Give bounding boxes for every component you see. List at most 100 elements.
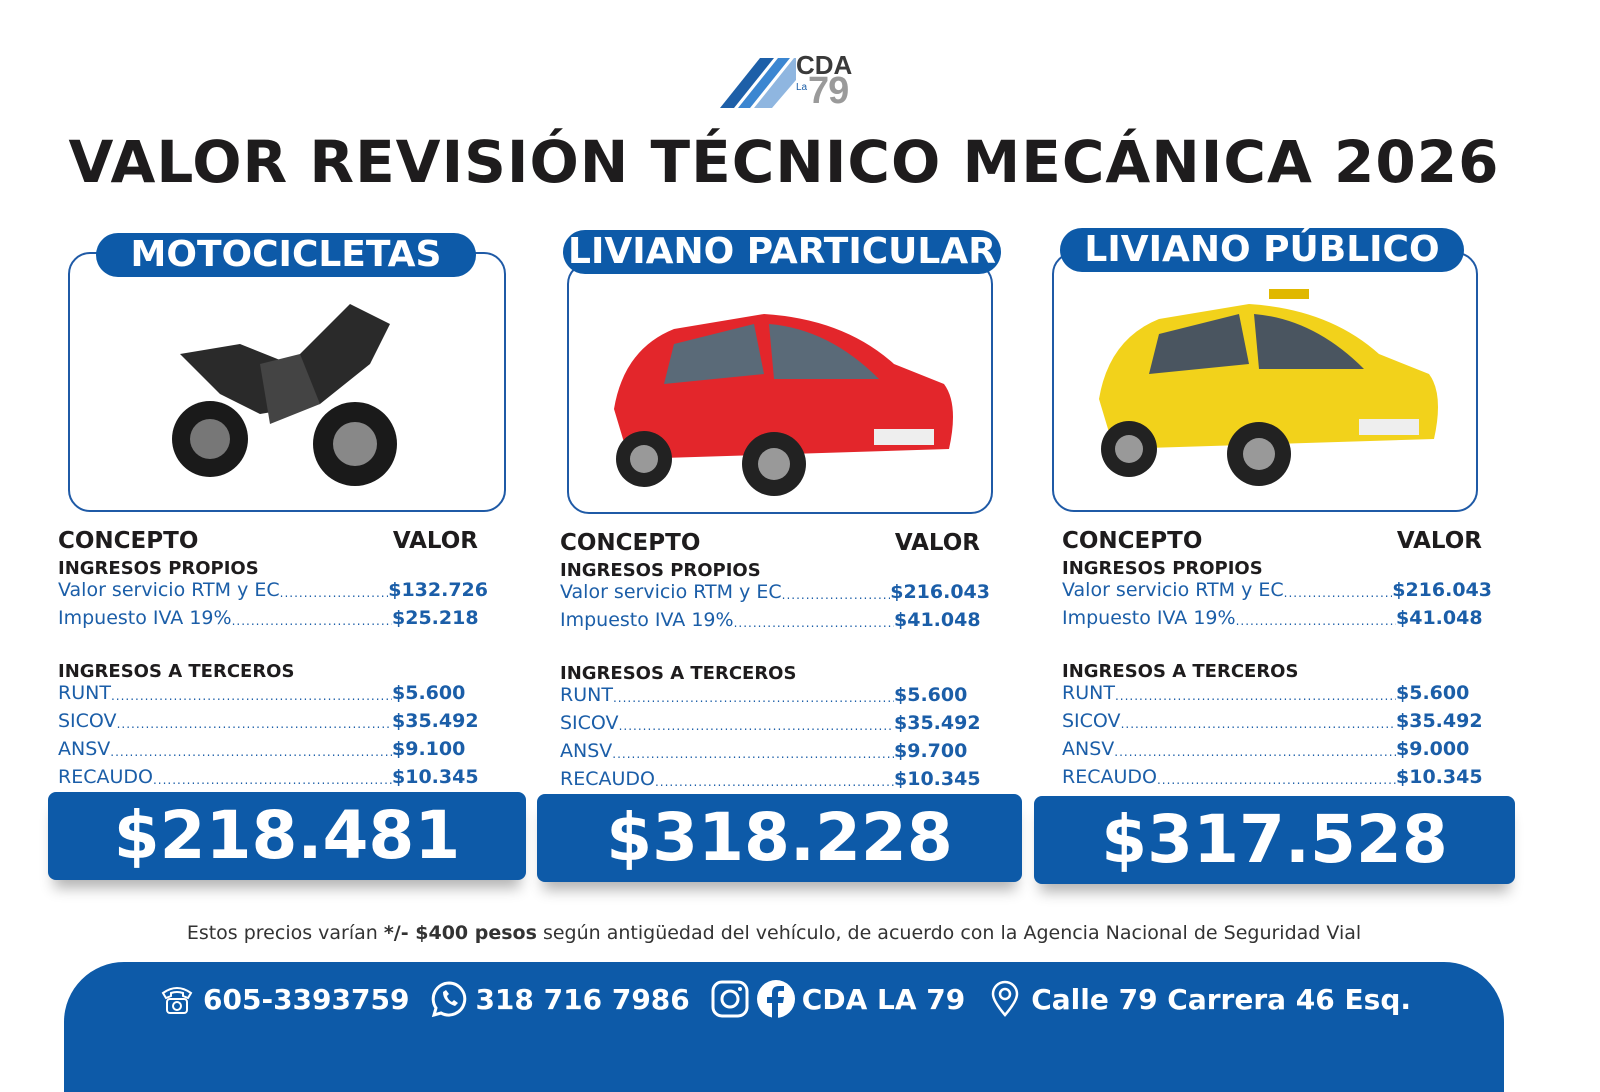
total-price: $318.228	[537, 794, 1022, 882]
category-title: LIVIANO PARTICULAR	[563, 230, 1001, 274]
row-label: ANSV	[1062, 738, 1115, 760]
location-pin-icon	[991, 980, 1019, 1017]
note-text-end: según antigüedad del vehículo, de acuerd…	[536, 922, 1362, 944]
price-table: CONCEPTO VALOR INGRESOS PROPIOS Valor servi…	[58, 528, 488, 794]
price-row: RUNT $5.600	[1062, 682, 1492, 710]
leader-dots	[280, 579, 389, 607]
table-header: CONCEPTO VALOR	[560, 530, 990, 556]
price-row: RUNT $5.600	[58, 682, 488, 710]
leader-dots	[110, 738, 392, 766]
category-title: MOTOCICLETAS	[96, 233, 476, 277]
row-label: Valor servicio RTM y EC	[1062, 579, 1284, 601]
contact-footer: 605-3393759 318 716 7986 CDA LA 79 Calle…	[64, 962, 1504, 1092]
leader-dots	[1115, 682, 1396, 710]
price-row: ANSV $9.100	[58, 738, 488, 766]
price-row: RECAUDO $10.345	[560, 768, 990, 796]
row-label: ANSV	[58, 738, 111, 760]
row-value: $5.600	[1396, 682, 1470, 704]
address-text: Calle 79 Carrera 46 Esq.	[1031, 982, 1411, 1016]
row-value: $9.100	[392, 738, 466, 760]
row-value: $132.726	[388, 579, 488, 601]
price-row: RECAUDO $10.345	[1062, 766, 1492, 794]
concept-header: CONCEPTO	[58, 528, 199, 554]
row-value: $5.600	[392, 682, 466, 704]
note-text: Estos precios varían	[186, 922, 384, 944]
row-value: $35.492	[894, 712, 981, 734]
price-row: Valor servicio RTM y EC $132.726	[58, 579, 488, 607]
category-title: LIVIANO PÚBLICO	[1060, 228, 1464, 272]
concept-header: CONCEPTO	[560, 530, 701, 556]
row-label: ANSV	[560, 740, 613, 762]
leader-dots	[655, 768, 894, 796]
row-value: $41.048	[894, 609, 981, 631]
price-row: SICOV $35.492	[560, 712, 990, 740]
row-label: Impuesto IVA 19%	[58, 607, 232, 629]
row-value: $10.345	[392, 766, 479, 788]
note-bold: */- $400 pesos	[383, 922, 537, 944]
instagram-icon	[711, 980, 749, 1018]
price-row: Impuesto IVA 19% $41.048	[560, 609, 990, 637]
row-value: $25.218	[392, 607, 479, 629]
row-value: $35.492	[392, 710, 479, 732]
motorcycle-image	[160, 294, 410, 498]
vehicle-card	[567, 262, 993, 514]
leader-dots	[1114, 738, 1396, 766]
whatsapp-number: 318 716 7986	[475, 982, 690, 1016]
row-label: RUNT	[1062, 682, 1115, 704]
concept-header: CONCEPTO	[1062, 528, 1203, 554]
price-row: RUNT $5.600	[560, 684, 990, 712]
leader-dots	[619, 712, 894, 740]
total-price: $317.528	[1034, 796, 1515, 884]
leader-dots	[612, 740, 894, 768]
phone-number: 605-3393759	[203, 982, 410, 1016]
price-row: Impuesto IVA 19% $41.048	[1062, 607, 1492, 635]
row-value: $216.043	[1392, 579, 1492, 601]
section-third: INGRESOS A TERCEROS	[58, 661, 295, 682]
leader-dots	[117, 710, 392, 738]
row-label: RECAUDO	[560, 768, 655, 790]
vehicle-card	[68, 252, 506, 512]
row-value: $5.600	[894, 684, 968, 706]
price-row: Valor servicio RTM y EC $216.043	[1062, 579, 1492, 607]
value-header: VALOR	[894, 530, 980, 556]
leader-dots	[1157, 766, 1396, 794]
leader-dots	[232, 607, 392, 635]
table-header: CONCEPTO VALOR	[58, 528, 488, 554]
phone-contact[interactable]: 605-3393759	[157, 979, 409, 1019]
section-third: INGRESOS A TERCEROS	[1062, 661, 1299, 682]
leader-dots	[1284, 579, 1393, 607]
red-car-image	[604, 299, 964, 503]
row-label: RUNT	[560, 684, 613, 706]
social-contact[interactable]: CDA LA 79	[710, 979, 965, 1019]
value-header: VALOR	[1396, 528, 1482, 554]
row-label: RUNT	[58, 682, 111, 704]
leader-dots	[1236, 607, 1396, 635]
price-row: RECAUDO $10.345	[58, 766, 488, 794]
logo-stripes-icon	[720, 58, 796, 108]
row-value: $10.345	[1396, 766, 1483, 788]
cda-logo: CDA La 79	[720, 50, 860, 112]
price-table: CONCEPTO VALOR INGRESOS PROPIOS Valor servi…	[560, 530, 990, 796]
logo-text: CDA	[796, 50, 853, 80]
row-value: $35.492	[1396, 710, 1483, 732]
price-row: SICOV $35.492	[1062, 710, 1492, 738]
price-row: SICOV $35.492	[58, 710, 488, 738]
phone-icon	[161, 987, 193, 1014]
facebook-icon	[756, 980, 795, 1019]
whatsapp-contact[interactable]: 318 716 7986	[429, 979, 690, 1019]
logo-number: 79	[808, 70, 849, 112]
price-table: CONCEPTO VALOR INGRESOS PROPIOS Valor servi…	[1062, 528, 1492, 794]
leader-dots	[153, 766, 392, 794]
social-handle: CDA LA 79	[801, 982, 966, 1016]
row-label: SICOV	[1062, 710, 1121, 732]
price-row: Valor servicio RTM y EC $216.043	[560, 581, 990, 609]
total-price: $218.481	[48, 792, 526, 880]
address-contact[interactable]: Calle 79 Carrera 46 Esq.	[985, 979, 1411, 1019]
row-value: $9.000	[1396, 738, 1470, 760]
section-own: INGRESOS PROPIOS	[58, 558, 259, 579]
page-title: VALOR REVISIÓN TÉCNICO MECÁNICA 2026	[68, 128, 1500, 196]
row-label: Impuesto IVA 19%	[560, 609, 734, 631]
row-value: $41.048	[1396, 607, 1483, 629]
logo-small-text: La	[796, 82, 808, 93]
leader-dots	[782, 581, 891, 609]
